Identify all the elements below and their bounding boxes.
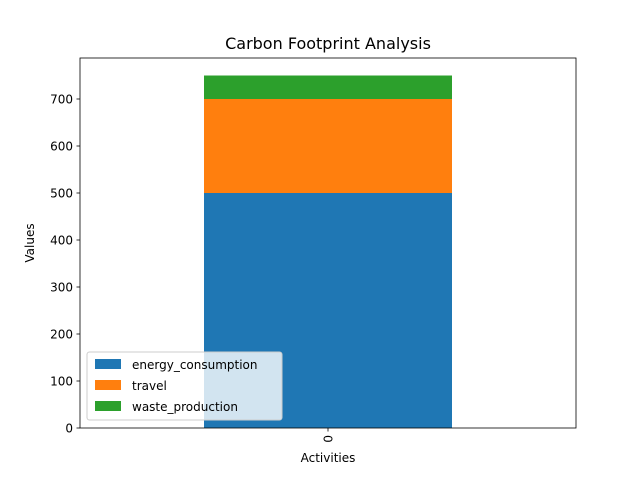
y-axis-label: Values [23,223,37,262]
y-tick-label: 400 [50,234,73,248]
x-tick-label: 0 [322,435,336,443]
legend-label-waste-production: waste_production [132,400,238,414]
y-axis: 0 100 200 300 400 500 600 700 [50,93,80,436]
legend-swatch-travel [95,380,121,390]
bar-waste-production [204,75,452,99]
legend-box [86,351,283,421]
y-tick-label: 600 [50,140,73,154]
x-axis-label: Activities [301,451,356,465]
chart-title: Carbon Footprint Analysis [225,34,431,53]
y-tick-label: 700 [50,93,73,107]
legend-label-travel: travel [132,379,167,393]
bar-travel [204,99,452,193]
y-tick-label: 0 [65,422,73,436]
y-tick-label: 500 [50,187,73,201]
legend-swatch-waste-production [95,401,121,411]
y-tick-label: 100 [50,375,73,389]
legend-swatch-energy-consumption [95,359,121,369]
y-tick-label: 200 [50,328,73,342]
legend-label-energy-consumption: energy_consumption [132,358,258,372]
x-axis: 0 [322,428,336,443]
y-tick-label: 300 [50,281,73,295]
